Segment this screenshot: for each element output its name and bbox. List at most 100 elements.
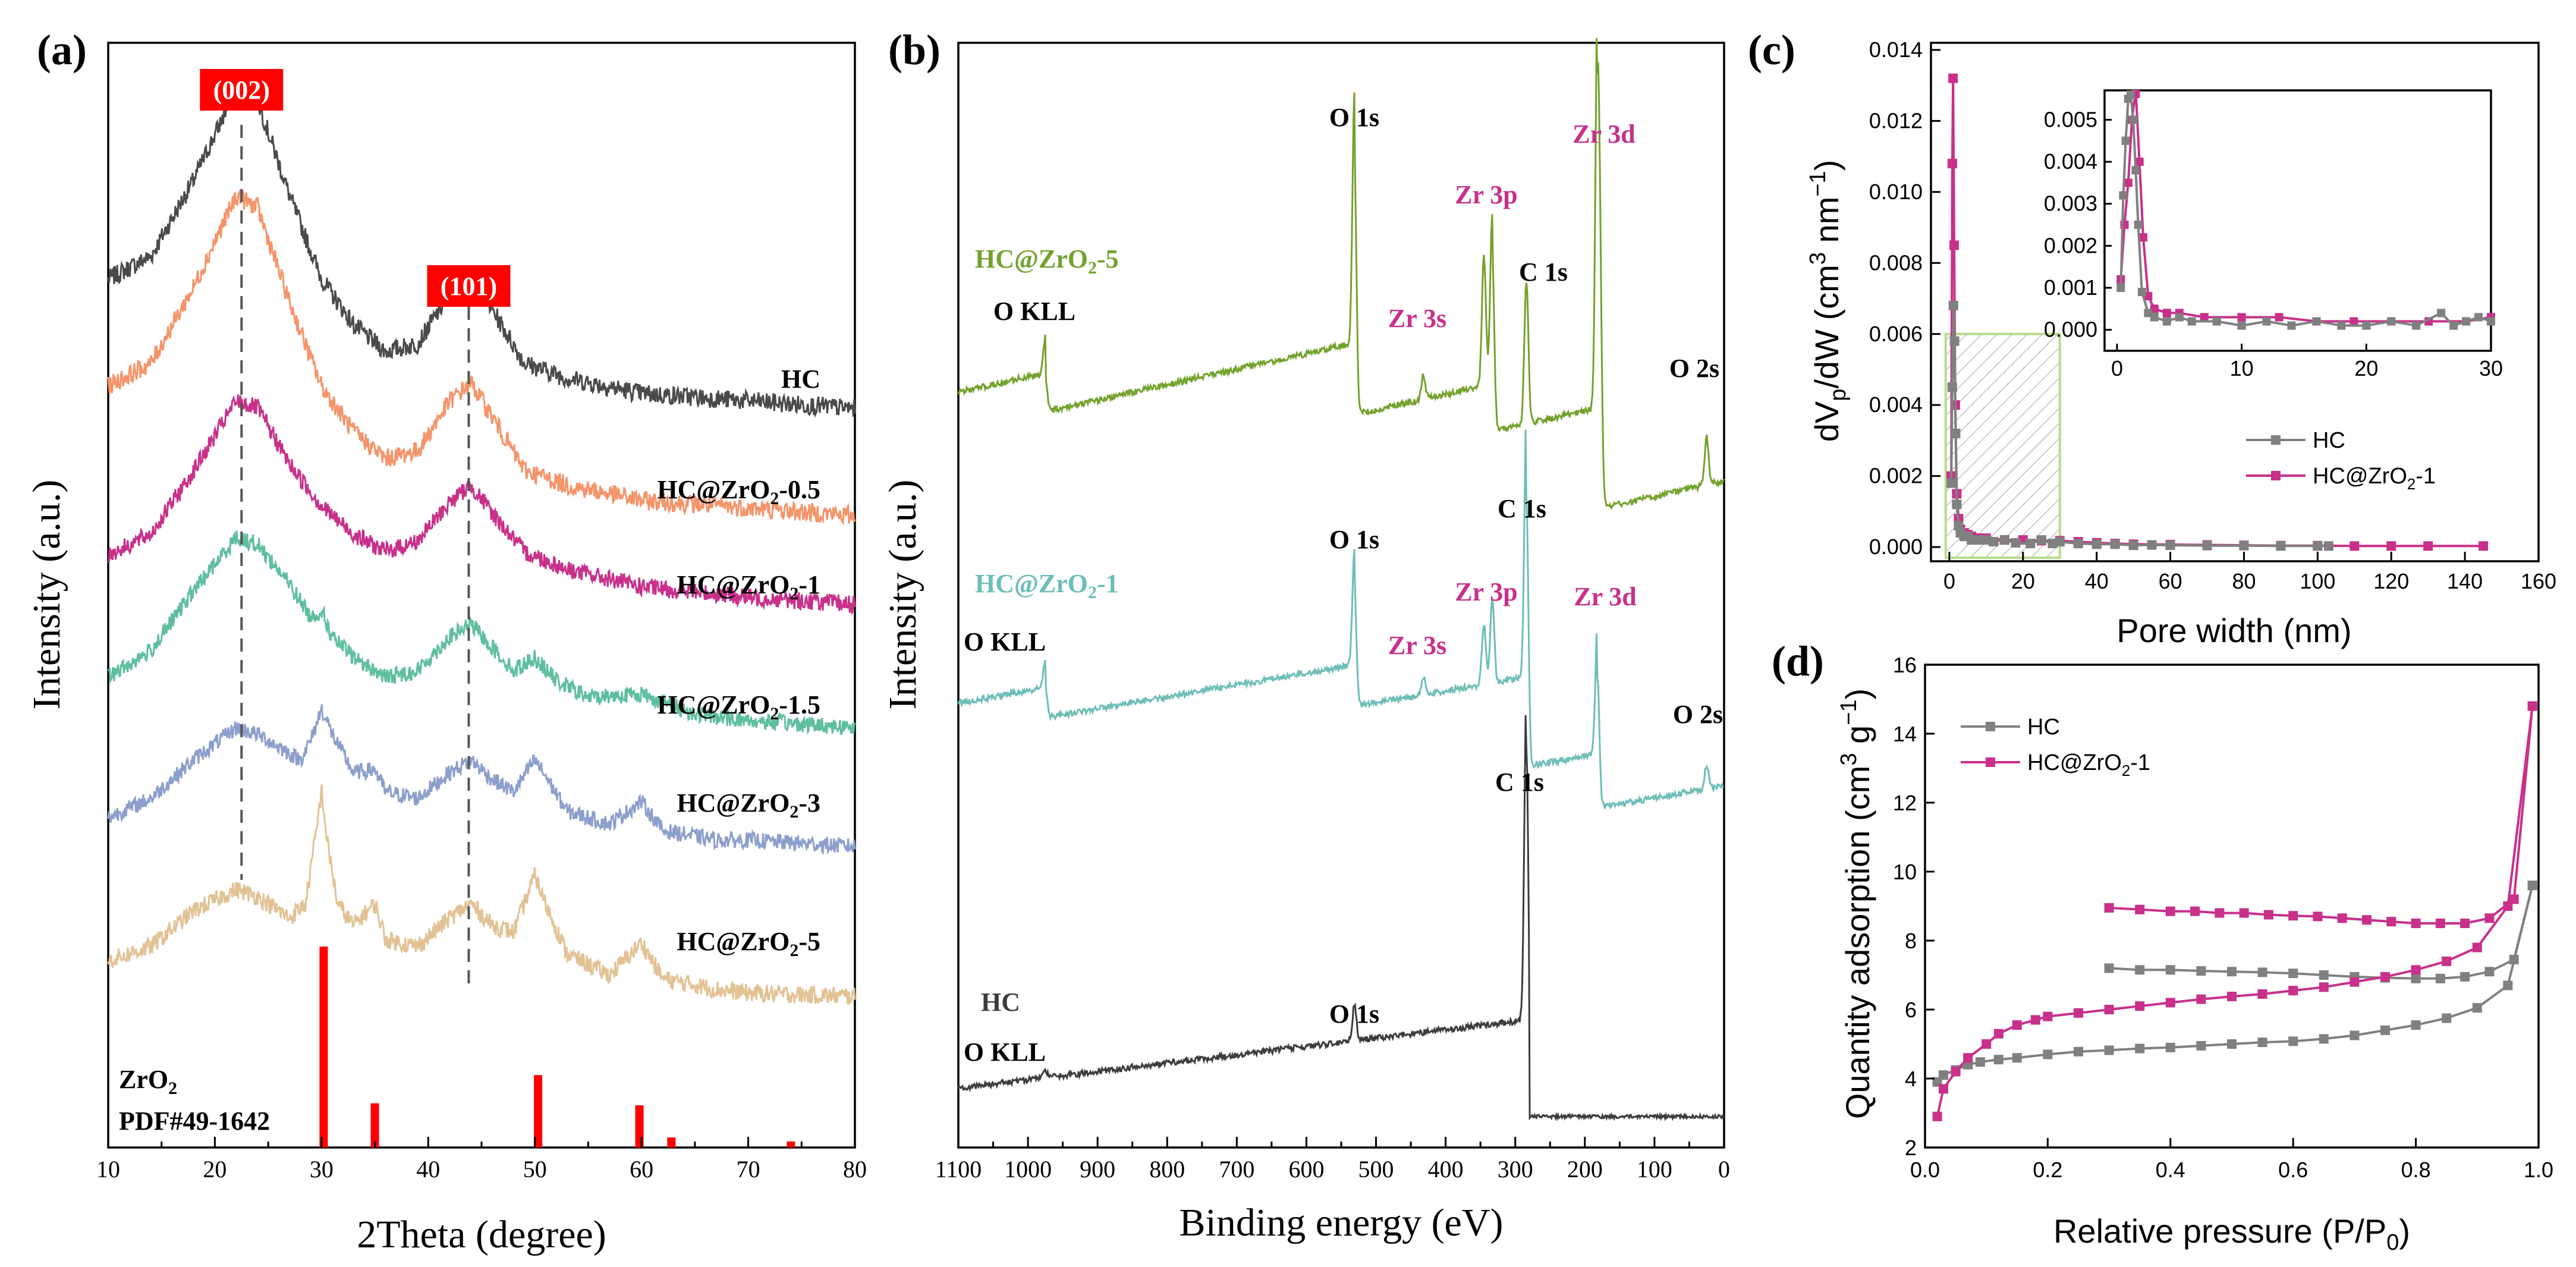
inset-data-point-HC [2237, 321, 2246, 330]
inset-data-point-HC [2137, 288, 2146, 297]
panel-c-frame [1930, 42, 2540, 562]
adsorption-point-HC [2411, 1020, 2421, 1030]
legend-label-HC@ZrO2-1-part: HC@ZrO [2027, 750, 2122, 775]
adsorption-point-HC [2472, 1003, 2482, 1013]
series-line-HC@ZrO2-0.5 [107, 188, 856, 526]
y-tick-label: 0.014 [1869, 37, 1923, 62]
panel-b-x-axis-label: Binding energy (eV) [1180, 1201, 1504, 1244]
desorption-point-HC@ZrO2-1 [2509, 894, 2519, 904]
adsorption-point-HC [2257, 1038, 2267, 1048]
inset-data-point-HC [2131, 166, 2140, 175]
data-point-HC [2128, 540, 2138, 551]
x-tick-label: 700 [1219, 1156, 1254, 1183]
data-point-HC@ZrO2-1 [2349, 541, 2360, 551]
legend-swatch-marker-HC@ZrO2-1 [1986, 757, 1995, 767]
series-label-HC@ZrO2-1.5-part: HC@ZrO [657, 690, 770, 719]
panel-d-xlabel-main: Relative pressure (P/P [2053, 1212, 2386, 1250]
x-tick-label: 60 [2159, 569, 2182, 593]
peak-annotation-Zr-3s: Zr 3s [1388, 304, 1446, 333]
inset-data-point-HC [2116, 284, 2125, 293]
inset-data-point-HC [2487, 317, 2495, 326]
adsorption-point-HC@ZrO2-1 [2288, 986, 2298, 996]
desorption-point-HC@ZrO2-1 [2135, 904, 2145, 914]
panel-d-ticks: 0.0 0.2 0.4 0.6 0.8 1.0 2 4 6 8 10 12 14 16 [1893, 653, 2553, 1182]
inset-y-tick-label: 0.004 [2044, 149, 2097, 174]
data-point-HC [1952, 499, 1962, 510]
adsorption-point-HC [2196, 1040, 2206, 1051]
data-point-HC [1981, 535, 1991, 545]
x-tick-label: 20 [203, 1156, 227, 1183]
desorption-point-HC [2165, 965, 2175, 975]
peak-annotation-O-1s: O 1s [1329, 103, 1379, 132]
zoom-region-box [1944, 332, 2061, 559]
panel-a-x-ticks: 10 20 30 40 50 60 70 80 [96, 1137, 867, 1183]
peak-annotation-O-KLL: O KLL [964, 1038, 1046, 1067]
data-point-HC@ZrO2-1 [2423, 541, 2433, 551]
inset-data-point-HC [2462, 317, 2471, 326]
desorption-point-HC@ZrO2-1 [2215, 908, 2225, 918]
series-label-HC@ZrO2-0.5-part: -0.5 [779, 475, 820, 504]
y-tick-label: 0.002 [1869, 464, 1923, 488]
y-tick-label: 0.012 [1869, 108, 1923, 133]
series-label-HC@ZrO2-1-part: -1 [798, 570, 820, 599]
y-tick-label: 0.010 [1869, 180, 1923, 204]
legend-swatch-marker-HC [1986, 722, 1995, 731]
adsorption-line-HC [1936, 885, 2534, 1083]
data-point-HC [1989, 537, 1999, 547]
inset-frame [2103, 89, 2492, 352]
inset-series-line-HC [2119, 90, 2492, 327]
reference-label-line1: ZrO2 [119, 1065, 177, 1098]
series-label-HC@ZrO2-1-part: HC@ZrO [677, 570, 790, 599]
inset-data-point-HC [2437, 309, 2446, 317]
panel-d-plot-area [1932, 701, 2537, 1121]
panel-d-isotherm: (d) 0.0 0.2 0.4 0.6 0.8 1.0 2 4 6 8 10 12 14 16 Relat… [1772, 637, 2553, 1255]
desorption-point-HC [2257, 967, 2267, 977]
data-point-HC [2055, 537, 2065, 547]
legend-label-HC@ZrO2-1-part: -1 [2130, 750, 2150, 775]
panel-c-ylabel-rest: /dW (cm [1808, 265, 1845, 388]
inset-x-tick-label: 30 [2479, 356, 2503, 381]
adsorption-point-HC [2380, 1025, 2390, 1035]
x-tick-label: 60 [630, 1156, 653, 1183]
adsorption-point-HC@ZrO2-1 [2411, 965, 2421, 975]
panel-d-frame [1924, 664, 2540, 1149]
series-label-HC@ZrO2-0.5-part: HC@ZrO [657, 475, 770, 504]
adsorption-point-HC@ZrO2-1 [2227, 991, 2237, 1001]
x-tick-label: 1.0 [2524, 1158, 2553, 1182]
inset-data-point-HC@ZrO2-1 [2139, 233, 2147, 242]
data-point-HC [2025, 539, 2036, 549]
desorption-point-HC [2435, 973, 2445, 983]
data-point-HC [2147, 540, 2157, 550]
series-label-HC@ZrO2-1.5: HC@ZrO2-1.5 [657, 690, 820, 724]
panel-a-plot-area: HCHC@ZrO2-0.5HC@ZrO2-1HC@ZrO2-1.5HC@ZrO2… [107, 69, 856, 1147]
legend-swatch-marker-HC [2271, 435, 2281, 445]
series-line-HC@ZrO2-3 [107, 704, 856, 856]
adsorption-point-HC@ZrO2-1 [2030, 1015, 2040, 1025]
adsorption-point-HC@ZrO2-1 [1981, 1039, 1992, 1049]
x-tick-label: 100 [1637, 1156, 1672, 1183]
panel-d-legend: HC HC@ZrO2-1 [1961, 715, 2150, 779]
data-point-HC@ZrO2-1 [1949, 240, 1959, 250]
reference-label-line2: PDF#49-1642 [119, 1106, 270, 1136]
data-point-HC [1949, 336, 1959, 346]
desorption-point-HC [2527, 881, 2537, 891]
series-line-HC@ZrO2-1.5 [107, 530, 856, 735]
y-tick-label: 8 [1905, 929, 1917, 953]
desorption-line-HC [2109, 885, 2534, 980]
series-line-HC [957, 715, 1725, 1122]
data-point-HC [2110, 539, 2120, 549]
panel-d-ylabel-sup: 3 [1836, 753, 1861, 766]
data-point-HC [2073, 539, 2083, 549]
inset-data-point-HC [2387, 317, 2396, 326]
panel-d-xlabel-close: ) [2399, 1212, 2410, 1250]
series-line-HC@ZrO2-5 [107, 784, 856, 1006]
panel-a-x-axis-label: 2Theta (degree) [357, 1213, 606, 1256]
x-tick-label: 0 [1718, 1156, 1730, 1183]
series-line-HC@ZrO2-1 [957, 429, 1725, 810]
inset-data-point-HC@ZrO2-1 [2237, 313, 2246, 322]
data-point-HC [2202, 540, 2212, 551]
adsorption-point-HC@ZrO2-1 [2043, 1011, 2053, 1021]
adsorption-point-HC [2227, 1039, 2237, 1049]
series-label-HC-part: HC [981, 988, 1020, 1017]
adsorption-point-HC [2349, 1030, 2360, 1040]
